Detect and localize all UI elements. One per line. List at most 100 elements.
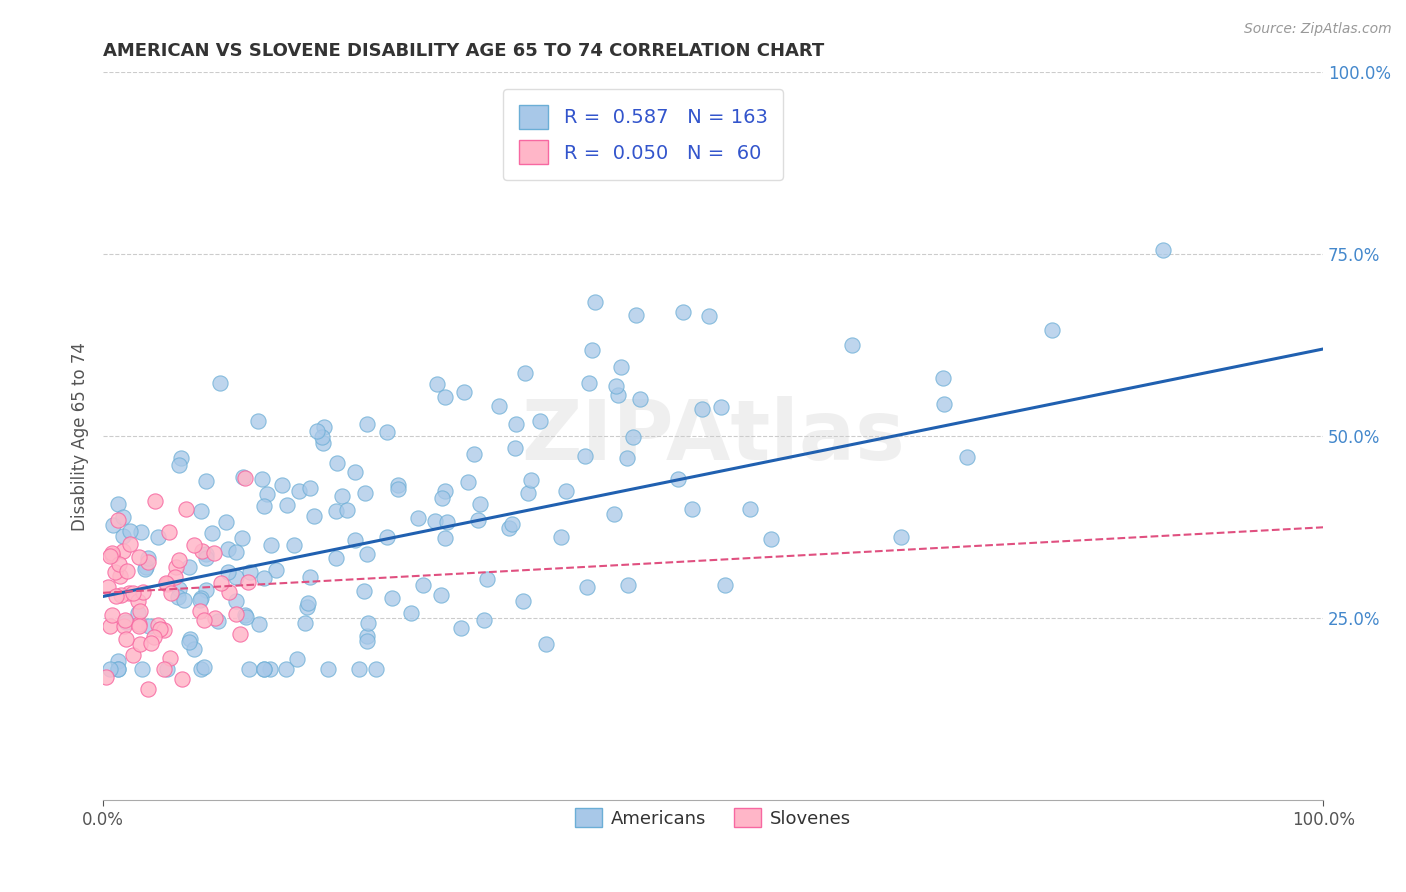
Americans <box>238 662 260 676</box>
Slovenes <box>218 585 240 599</box>
Americans <box>690 401 713 416</box>
Americans <box>488 399 510 413</box>
Americans <box>498 521 520 535</box>
Americans <box>114 615 136 629</box>
Americans <box>179 635 201 649</box>
Slovenes <box>128 619 150 633</box>
Americans <box>215 515 238 529</box>
Americans <box>167 458 190 473</box>
Slovenes <box>97 580 120 594</box>
Americans <box>375 425 398 439</box>
Americans <box>138 619 160 633</box>
Slovenes <box>152 662 174 676</box>
Slovenes <box>191 544 214 558</box>
Slovenes <box>107 513 129 527</box>
Americans <box>433 531 456 545</box>
Americans <box>934 397 956 411</box>
Americans <box>167 590 190 604</box>
Americans <box>183 641 205 656</box>
Americans <box>624 308 647 322</box>
Slovenes <box>104 589 127 603</box>
Americans <box>264 563 287 577</box>
Americans <box>274 662 297 676</box>
Slovenes <box>202 546 225 560</box>
Slovenes <box>152 623 174 637</box>
Americans <box>194 474 217 488</box>
Americans <box>534 637 557 651</box>
Americans <box>194 547 217 561</box>
Americans <box>380 591 402 605</box>
Americans <box>841 338 863 352</box>
Slovenes <box>233 471 256 485</box>
Slovenes <box>128 637 150 651</box>
Text: Source: ZipAtlas.com: Source: ZipAtlas.com <box>1244 22 1392 37</box>
Americans <box>605 379 627 393</box>
Americans <box>325 504 347 518</box>
Americans <box>253 571 276 585</box>
Americans <box>131 662 153 676</box>
Americans <box>426 376 449 391</box>
Americans <box>399 607 422 621</box>
Americans <box>177 560 200 574</box>
Americans <box>387 478 409 492</box>
Americans <box>298 481 321 495</box>
Americans <box>672 305 695 319</box>
Americans <box>714 578 737 592</box>
Text: ZIPAtlas: ZIPAtlas <box>522 396 905 477</box>
Americans <box>314 420 336 434</box>
Americans <box>356 629 378 643</box>
Slovenes <box>114 632 136 647</box>
Y-axis label: Disability Age 65 to 74: Disability Age 65 to 74 <box>72 342 89 531</box>
Slovenes <box>204 611 226 625</box>
Americans <box>513 366 536 380</box>
Slovenes <box>174 502 197 516</box>
Americans <box>607 388 630 402</box>
Americans <box>98 662 121 676</box>
Americans <box>681 501 703 516</box>
Americans <box>201 526 224 541</box>
Slovenes <box>128 617 150 632</box>
Americans <box>253 500 276 514</box>
Americans <box>710 400 733 414</box>
Americans <box>188 592 211 607</box>
Americans <box>956 450 979 464</box>
Americans <box>406 510 429 524</box>
Americans <box>578 376 600 391</box>
Americans <box>316 662 339 676</box>
Americans <box>336 503 359 517</box>
Americans <box>170 450 193 465</box>
Americans <box>250 471 273 485</box>
Slovenes <box>163 570 186 584</box>
Slovenes <box>129 604 152 618</box>
Americans <box>194 551 217 566</box>
Americans <box>356 634 378 648</box>
Americans <box>353 584 375 599</box>
Americans <box>1040 323 1063 337</box>
Americans <box>555 484 578 499</box>
Americans <box>467 513 489 527</box>
Americans <box>295 599 318 614</box>
Americans <box>136 551 159 566</box>
Americans <box>453 384 475 399</box>
Americans <box>253 662 276 676</box>
Americans <box>294 615 316 630</box>
Slovenes <box>193 613 215 627</box>
Americans <box>347 662 370 676</box>
Americans <box>120 524 142 539</box>
Americans <box>616 451 638 466</box>
Americans <box>285 652 308 666</box>
Americans <box>297 596 319 610</box>
Legend: Americans, Slovenes: Americans, Slovenes <box>568 801 858 835</box>
Americans <box>134 562 156 576</box>
Slovenes <box>108 558 131 572</box>
Americans <box>239 565 262 579</box>
Slovenes <box>165 560 187 574</box>
Americans <box>457 475 479 489</box>
Americans <box>603 507 626 521</box>
Americans <box>450 621 472 635</box>
Slovenes <box>132 585 155 599</box>
Americans <box>235 610 257 624</box>
Americans <box>1152 244 1174 258</box>
Americans <box>932 370 955 384</box>
Americans <box>225 570 247 584</box>
